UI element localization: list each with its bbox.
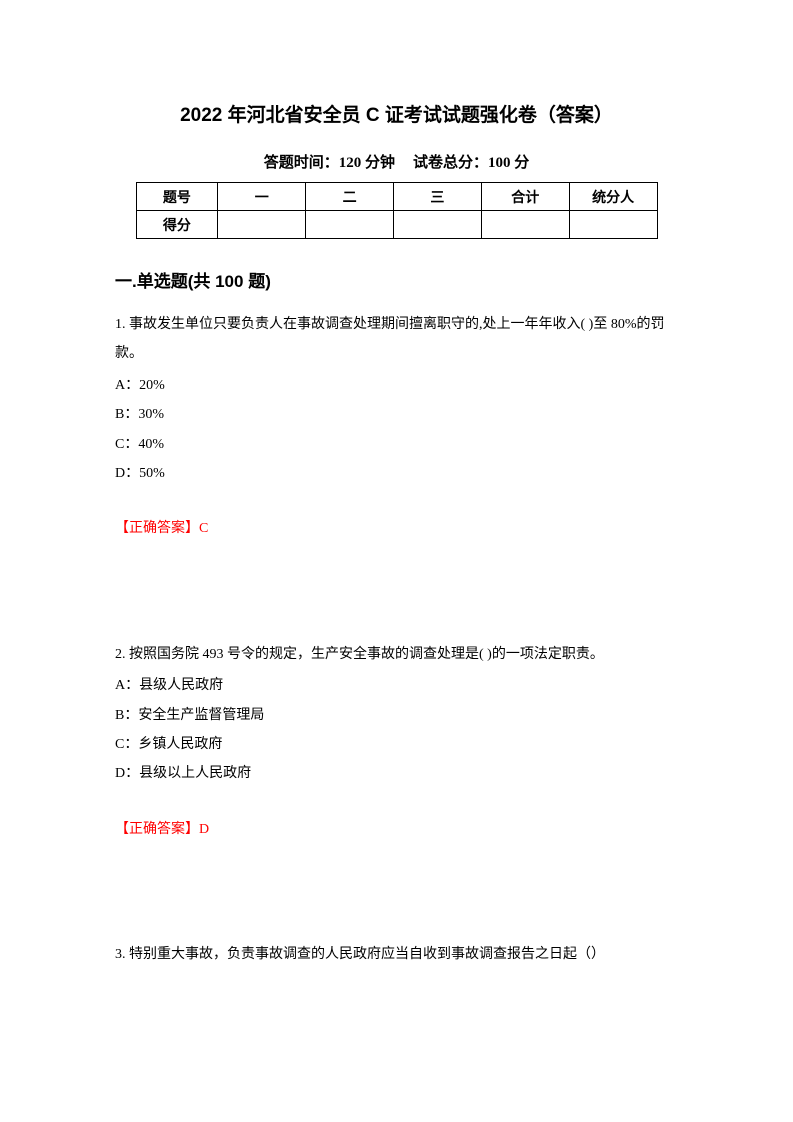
option-c: C：乡镇人民政府 bbox=[115, 730, 678, 759]
score-table: 题号 一 二 三 合计 统分人 得分 bbox=[136, 182, 658, 239]
correct-answer: 【正确答案】C bbox=[115, 514, 678, 543]
option-a: A：县级人民政府 bbox=[115, 671, 678, 700]
option-b: B：30% bbox=[115, 400, 678, 429]
question-1: 1. 事故发生单位只要负责人在事故调查处理期间擅离职守的,处上一年年收入( )至… bbox=[115, 310, 678, 544]
score-cell-label: 得分 bbox=[136, 211, 218, 239]
score-cell-1 bbox=[218, 211, 306, 239]
total-score-label: 试卷总分：100 分 bbox=[413, 155, 529, 171]
option-d: D：县级以上人民政府 bbox=[115, 759, 678, 788]
option-c: C：40% bbox=[115, 430, 678, 459]
score-cell-scorer bbox=[569, 211, 657, 239]
question-3: 3. 特别重大事故，负责事故调查的人民政府应当自收到事故调查报告之日起（） bbox=[115, 940, 678, 969]
header-cell-scorer: 统分人 bbox=[569, 183, 657, 211]
time-label: 答题时间：120 分钟 bbox=[264, 155, 395, 171]
header-cell-total: 合计 bbox=[481, 183, 569, 211]
header-cell-3: 三 bbox=[394, 183, 482, 211]
header-cell-label: 题号 bbox=[136, 183, 218, 211]
header-cell-1: 一 bbox=[218, 183, 306, 211]
exam-info: 答题时间：120 分钟 试卷总分：100 分 bbox=[115, 151, 678, 172]
score-cell-2 bbox=[306, 211, 394, 239]
correct-answer: 【正确答案】D bbox=[115, 815, 678, 844]
header-cell-2: 二 bbox=[306, 183, 394, 211]
question-text: 3. 特别重大事故，负责事故调查的人民政府应当自收到事故调查报告之日起（） bbox=[115, 940, 678, 969]
table-row: 得分 bbox=[136, 211, 657, 239]
page-title: 2022 年河北省安全员 C 证考试试题强化卷（答案） bbox=[115, 100, 678, 127]
question-text: 1. 事故发生单位只要负责人在事故调查处理期间擅离职守的,处上一年年收入( )至… bbox=[115, 310, 678, 369]
option-d: D：50% bbox=[115, 459, 678, 488]
question-2: 2. 按照国务院 493 号令的规定，生产安全事故的调查处理是( )的一项法定职… bbox=[115, 640, 678, 844]
section-heading: 一.单选题(共 100 题) bbox=[115, 267, 678, 292]
score-cell-total bbox=[481, 211, 569, 239]
question-text: 2. 按照国务院 493 号令的规定，生产安全事故的调查处理是( )的一项法定职… bbox=[115, 640, 678, 669]
option-a: A：20% bbox=[115, 371, 678, 400]
table-row: 题号 一 二 三 合计 统分人 bbox=[136, 183, 657, 211]
option-b: B：安全生产监督管理局 bbox=[115, 701, 678, 730]
score-cell-3 bbox=[394, 211, 482, 239]
